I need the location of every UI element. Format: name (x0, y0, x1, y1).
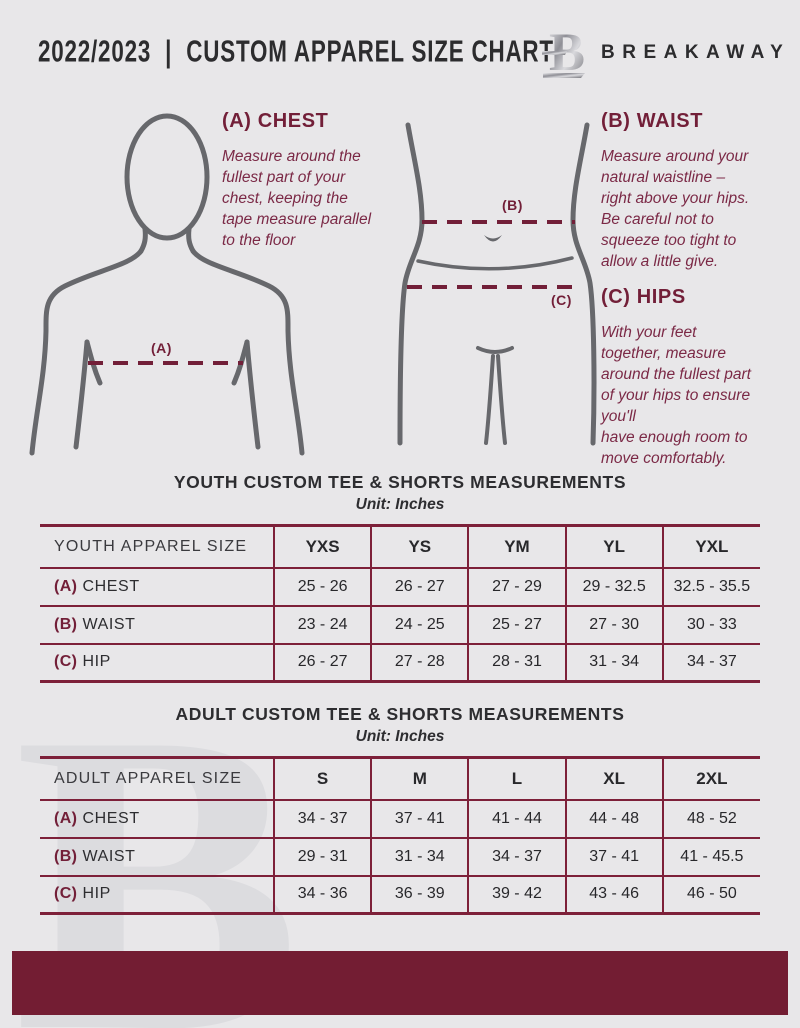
youth-size-section: YOUTH CUSTOM TEE & SHORTS MEASUREMENTS U… (40, 470, 760, 683)
adult-size-section: ADULT CUSTOM TEE & SHORTS MEASUREMENTS U… (40, 702, 760, 915)
measurement-cell: 26 - 27 (370, 567, 469, 607)
measure-letter: (C) (54, 653, 78, 671)
hips-guide-heading: (C) HIPS (601, 286, 686, 308)
size-column-header: YXL (661, 525, 760, 569)
measure-letter: (B) (54, 847, 78, 865)
measurement-row: (A) CHEST 25 - 26 26 - 27 27 - 29 29 - 32.5 3… (40, 567, 760, 607)
measurement-cell: 46 - 50 (661, 875, 760, 914)
measurement-cell: 32.5 - 35.5 (661, 567, 760, 607)
size-column-header: S (272, 757, 372, 801)
waist-guide-heading: (B) WAIST (601, 110, 704, 132)
brand-name: BREAKAWAY (601, 42, 791, 63)
measurement-cell: 30 - 33 (661, 605, 760, 645)
measurement-cell: 23 - 24 (272, 605, 372, 645)
measurement-cell: 24 - 25 (370, 605, 469, 645)
measurement-cell: 27 - 28 (370, 643, 469, 682)
hips-guide: (C) HIPS With your feet together, measur… (601, 286, 791, 469)
measurement-cell: 26 - 27 (272, 643, 372, 682)
size-column-header: L (467, 757, 566, 801)
measurement-row: (C) HIP 26 - 27 27 - 28 28 - 31 31 - 34 34 - … (40, 643, 760, 682)
measure-name: HIP (77, 885, 111, 903)
lower-body-illustration (397, 122, 597, 446)
measurement-cell: 34 - 37 (661, 643, 760, 682)
measure-letter: (A) (54, 809, 78, 827)
measurement-cell: 25 - 27 (467, 605, 566, 645)
page-title: 2022/2023 | CUSTOM APPAREL SIZE CHART (38, 34, 554, 69)
adult-size-table: ADULT APPAREL SIZE S M L XL 2XL (A) CHEST 34 … (40, 756, 760, 915)
measurement-cell: 31 - 34 (564, 643, 663, 682)
chest-guide: (A) CHEST Measure around the fullest par… (222, 110, 412, 251)
youth-header-row: YOUTH APPAREL SIZE YXS YS YM YL YXL (40, 525, 760, 569)
measurement-cell: 27 - 30 (564, 605, 663, 645)
footer-accent-bar (12, 951, 788, 1015)
measurement-row: (C) HIP 34 - 36 36 - 39 39 - 42 43 - 46 46 - … (40, 875, 760, 914)
measurement-row: (A) CHEST 34 - 37 37 - 41 41 - 44 44 - 48 48 … (40, 799, 760, 839)
measure-name: WAIST (77, 847, 136, 865)
size-label-header: YOUTH APPAREL SIZE (40, 525, 274, 569)
measurement-cell: 37 - 41 (370, 799, 469, 839)
measurement-cell: 34 - 37 (272, 799, 372, 839)
row-label-cell: (A) CHEST (40, 799, 274, 839)
measure-name: CHEST (77, 577, 140, 595)
measurement-row: (B) WAIST 29 - 31 31 - 34 34 - 37 37 - 41 41 … (40, 837, 760, 877)
measurement-cell: 37 - 41 (564, 837, 663, 877)
size-column-header: YL (564, 525, 663, 569)
measurement-cell: 34 - 36 (272, 875, 372, 914)
measure-letter: (C) (54, 885, 78, 903)
navel-mark (484, 235, 502, 242)
measure-letter: (A) (54, 577, 78, 595)
measurement-cell: 25 - 26 (272, 567, 372, 607)
size-column-header: 2XL (661, 757, 760, 801)
upper-body-illustration (29, 113, 305, 456)
measurement-cell: 41 - 45.5 (661, 837, 760, 877)
youth-section-title: YOUTH CUSTOM TEE & SHORTS MEASUREMENTS (173, 472, 627, 492)
size-column-header: YM (467, 525, 566, 569)
measurement-cell: 36 - 39 (370, 875, 469, 914)
measurement-cell: 29 - 31 (272, 837, 372, 877)
size-column-header: YXS (272, 525, 372, 569)
waist-marker-label: (B) (502, 197, 523, 213)
measurement-cell: 44 - 48 (564, 799, 663, 839)
chest-marker-label: (A) (151, 340, 172, 356)
waist-guide-body: Measure around your natural waistline – … (601, 148, 750, 270)
measurement-cell: 28 - 31 (467, 643, 566, 682)
measurement-cell: 39 - 42 (467, 875, 566, 914)
measurement-cell: 31 - 34 (370, 837, 469, 877)
row-label-cell: (B) WAIST (40, 605, 274, 645)
row-label-cell: (B) WAIST (40, 837, 274, 877)
measure-name: CHEST (77, 809, 140, 827)
measurement-cell: 48 - 52 (661, 799, 760, 839)
row-label-cell: (C) HIP (40, 644, 274, 682)
adult-unit-label: Unit: Inches (355, 728, 445, 745)
hips-marker-label: (C) (551, 292, 572, 308)
chest-guide-body: Measure around the fullest part of your … (222, 148, 372, 249)
measurement-cell: 43 - 46 (564, 875, 663, 914)
size-column-header: M (370, 757, 469, 801)
row-label-cell: (A) CHEST (40, 567, 274, 607)
measure-letter: (B) (54, 615, 78, 633)
size-column-header: XL (564, 757, 663, 801)
size-column-header: YS (370, 525, 469, 569)
measurement-cell: 29 - 32.5 (564, 567, 663, 607)
youth-size-table: YOUTH APPAREL SIZE YXS YS YM YL YXL (A) CHES… (40, 524, 760, 683)
youth-unit-label: Unit: Inches (355, 496, 445, 513)
measure-name: WAIST (77, 615, 136, 633)
measurement-cell: 41 - 44 (467, 799, 566, 839)
measurement-row: (B) WAIST 23 - 24 24 - 25 25 - 27 27 - 30 30 … (40, 605, 760, 645)
breakaway-b-logo-icon: B (542, 22, 585, 82)
adult-header-row: ADULT APPAREL SIZE S M L XL 2XL (40, 757, 760, 801)
hips-guide-body: With your feet together, measure around … (601, 324, 751, 467)
measure-name: HIP (77, 653, 111, 671)
measurement-cell: 34 - 37 (467, 837, 566, 877)
row-label-cell: (C) HIP (40, 876, 274, 914)
hip-line (416, 256, 574, 271)
size-label-header: ADULT APPAREL SIZE (40, 757, 274, 801)
measurement-cell: 27 - 29 (467, 567, 566, 607)
waist-guide: (B) WAIST Measure around your natural wa… (601, 110, 791, 272)
chest-guide-heading: (A) CHEST (222, 110, 329, 132)
adult-section-title: ADULT CUSTOM TEE & SHORTS MEASUREMENTS (175, 704, 625, 724)
